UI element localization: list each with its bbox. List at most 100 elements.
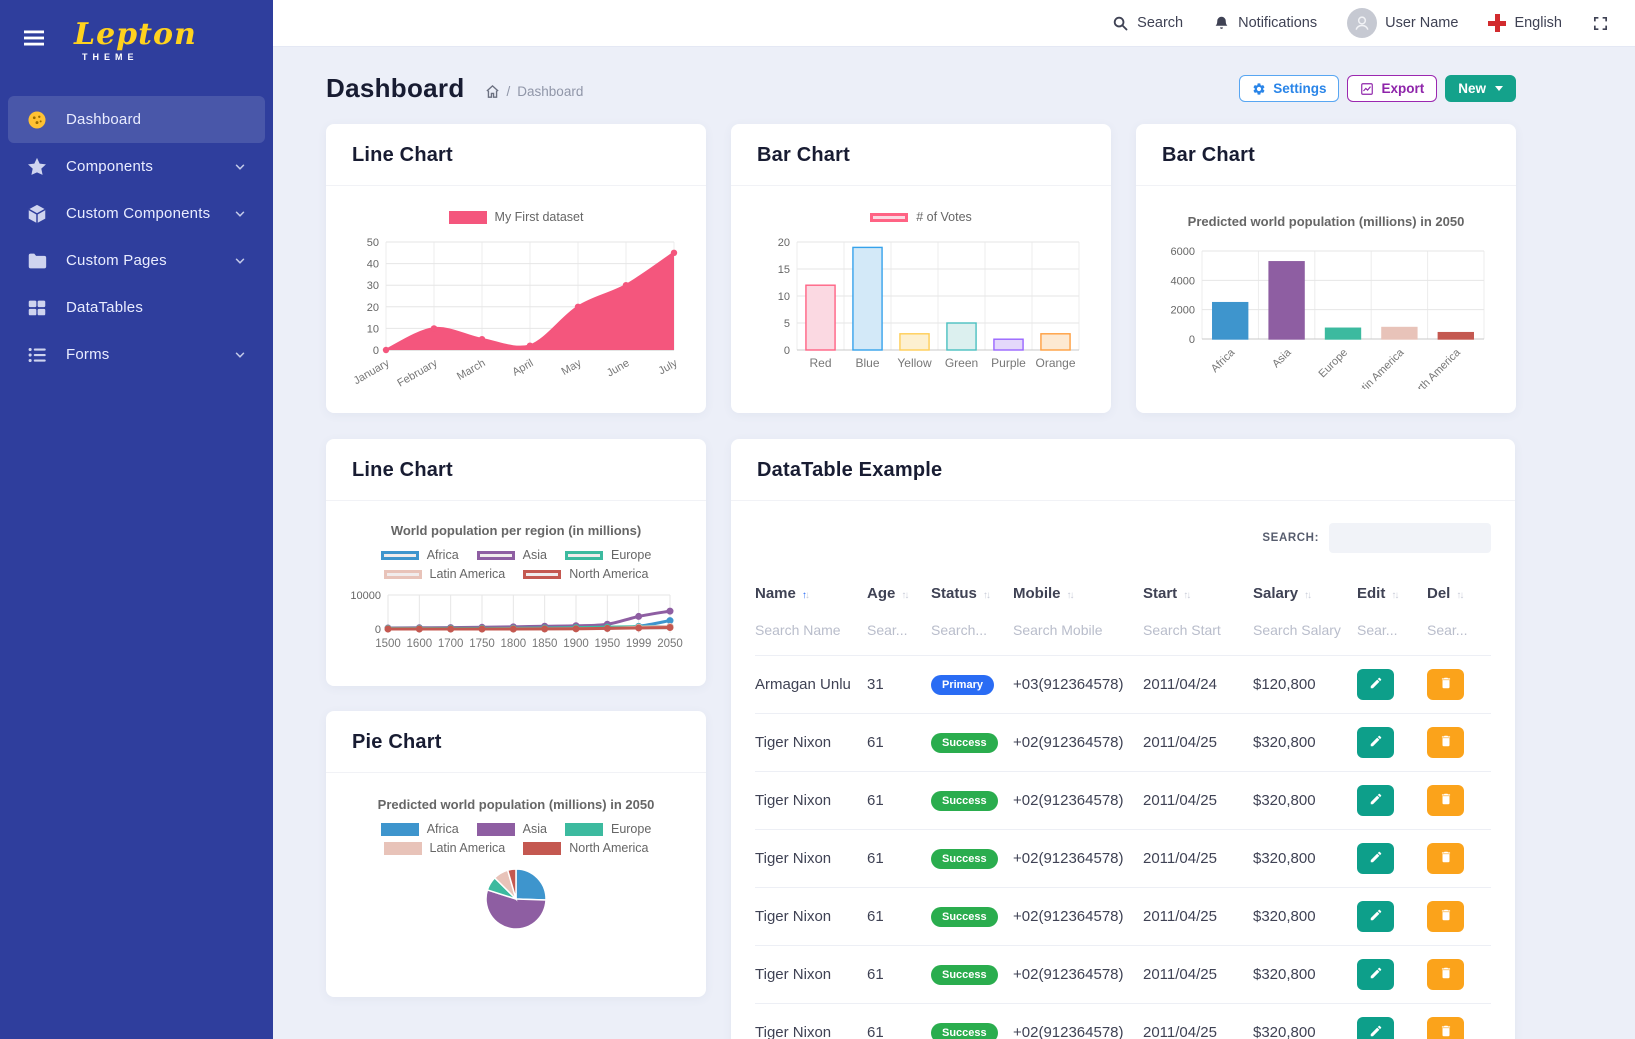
breadcrumb-current: Dashboard	[517, 84, 584, 99]
pencil-icon	[1369, 792, 1383, 809]
cell-del	[1427, 655, 1491, 714]
avatar	[1347, 8, 1378, 38]
edit-button[interactable]	[1357, 669, 1394, 700]
chart-title: World population per region (in millions…	[390, 523, 642, 538]
filter-input-start[interactable]	[1143, 622, 1244, 638]
cell-start: 2011/04/25	[1143, 887, 1253, 946]
cell-name: Tiger Nixon	[755, 1003, 867, 1039]
filter-input-del[interactable]	[1427, 622, 1484, 638]
delete-button[interactable]	[1427, 727, 1464, 758]
edit-button[interactable]	[1357, 843, 1394, 874]
cell-status: Success	[931, 829, 1013, 888]
cell-start: 2011/04/24	[1143, 655, 1253, 714]
pencil-icon	[1369, 966, 1383, 983]
language-selector[interactable]: English	[1488, 14, 1562, 32]
cell-salary: $120,800	[1253, 655, 1357, 714]
legend-item: Africa	[380, 822, 459, 836]
sidebar-item-forms[interactable]: Forms	[8, 331, 265, 378]
edit-button[interactable]	[1357, 785, 1394, 816]
column-label: Name	[755, 585, 796, 602]
svg-text:Blue: Blue	[855, 356, 879, 370]
legend-item: Europe	[564, 548, 651, 562]
hamburger-icon[interactable]	[22, 26, 46, 50]
trash-icon	[1439, 908, 1453, 925]
cell-del	[1427, 713, 1491, 772]
trash-icon	[1439, 850, 1453, 867]
chevron-down-icon	[233, 348, 247, 362]
search-button[interactable]: Search	[1112, 15, 1183, 32]
svg-text:April: April	[510, 357, 535, 378]
table-row: Tiger Nixon 61 Success +02(912364578) 2011/0…	[755, 945, 1491, 1004]
user-menu[interactable]: User Name	[1347, 8, 1458, 38]
delete-button[interactable]	[1427, 785, 1464, 816]
cell-del	[1427, 829, 1491, 888]
settings-button[interactable]: Settings	[1239, 75, 1340, 102]
filter-input-edit[interactable]	[1357, 622, 1420, 638]
cell-name: Tiger Nixon	[755, 713, 867, 772]
svg-text:Orange: Orange	[1035, 356, 1075, 370]
column-header-start[interactable]: Start ↑↓	[1143, 575, 1253, 616]
svg-text:10: 10	[778, 291, 790, 303]
column-header-salary[interactable]: Salary ↑↓	[1253, 575, 1357, 616]
sidebar-item-custom-components[interactable]: Custom Components	[8, 190, 265, 237]
pie-chart	[485, 868, 547, 930]
language-label: English	[1514, 15, 1562, 31]
datatable-search-input[interactable]	[1329, 523, 1491, 553]
notifications-button[interactable]: Notifications	[1213, 15, 1317, 32]
trash-icon	[1439, 676, 1453, 693]
chevron-down-icon	[233, 207, 247, 221]
column-header-mobile[interactable]: Mobile ↑↓	[1013, 575, 1143, 616]
legend-swatch	[523, 841, 562, 855]
home-icon[interactable]	[485, 84, 500, 99]
column-header-status[interactable]: Status ↑↓	[931, 575, 1013, 616]
delete-button[interactable]	[1427, 901, 1464, 932]
sidebar-item-components[interactable]: Components	[8, 143, 265, 190]
user-icon	[1355, 16, 1369, 30]
column-header-name[interactable]: Name ↑↓	[755, 575, 867, 616]
edit-button[interactable]	[1357, 727, 1394, 758]
delete-button[interactable]	[1427, 959, 1464, 990]
cell-salary: $320,800	[1253, 1003, 1357, 1039]
cell-del	[1427, 1003, 1491, 1039]
svg-text:May: May	[560, 357, 584, 378]
sidebar-item-datatables[interactable]: DataTables	[8, 284, 265, 331]
filter-input-age[interactable]	[867, 622, 924, 638]
edit-button[interactable]	[1357, 1017, 1394, 1039]
filter-input-name[interactable]	[755, 622, 858, 638]
sidebar-item-custom-pages[interactable]: Custom Pages	[8, 237, 265, 284]
brand-logo[interactable]: Lepton THEME	[74, 20, 197, 63]
cell-age: 61	[867, 771, 931, 830]
column-label: Age	[867, 585, 896, 602]
filter-input-status[interactable]	[931, 622, 1006, 638]
cell-status: Success	[931, 945, 1013, 1004]
table-row: Tiger Nixon 61 Success +02(912364578) 2011/0…	[755, 1003, 1491, 1039]
grid-icon	[26, 297, 48, 319]
svg-text:2000: 2000	[1171, 305, 1195, 317]
sidebar-item-label: Custom Components	[66, 205, 211, 222]
table-header-row: Name ↑↓ Age ↑↓ Status ↑↓ Mobile ↑↓ Start ↑↓ Salary…	[755, 575, 1491, 616]
filter-input-mobile[interactable]	[1013, 622, 1133, 638]
legend-item: Europe	[564, 822, 651, 836]
sidebar-item-dashboard[interactable]: Dashboard	[8, 96, 265, 143]
new-button[interactable]: New	[1445, 75, 1516, 102]
cell-name: Armagan Unlu	[755, 655, 867, 714]
delete-button[interactable]	[1427, 1017, 1464, 1039]
svg-text:1600: 1600	[407, 638, 433, 650]
export-label: Export	[1381, 81, 1425, 96]
filter-input-salary[interactable]	[1253, 622, 1348, 638]
delete-button[interactable]	[1427, 669, 1464, 700]
column-header-edit[interactable]: Edit ↑↓	[1357, 575, 1427, 616]
column-header-del[interactable]: Del ↑↓	[1427, 575, 1491, 616]
fullscreen-button[interactable]	[1592, 15, 1609, 32]
logo-subtext: THEME	[82, 52, 139, 62]
column-header-age[interactable]: Age ↑↓	[867, 575, 931, 616]
sort-icon: ↑↓	[1183, 590, 1191, 601]
chart-title: Predicted world population (millions) in…	[1187, 214, 1465, 229]
edit-button[interactable]	[1357, 959, 1394, 990]
edit-button[interactable]	[1357, 901, 1394, 932]
export-button[interactable]: Export	[1347, 75, 1438, 102]
cell-name: Tiger Nixon	[755, 829, 867, 888]
svg-text:1950: 1950	[595, 638, 621, 650]
delete-button[interactable]	[1427, 843, 1464, 874]
svg-text:Asia: Asia	[1270, 346, 1294, 370]
